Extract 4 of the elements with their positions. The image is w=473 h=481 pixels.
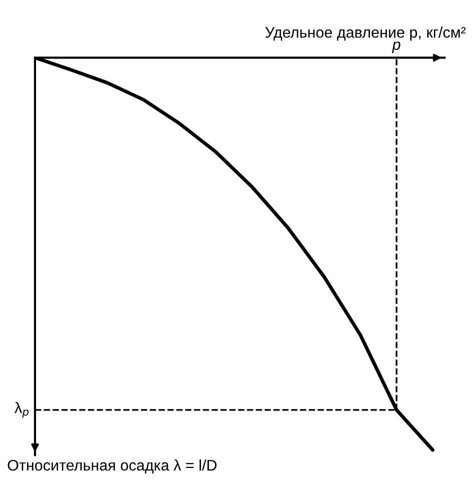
ref-line-label: λ$_{p}$ [14, 402, 29, 418]
text: p [392, 42, 400, 54]
y-axis-title: Относительная осадка λ = l/D [8, 459, 217, 474]
x-axis-title: Удельное давление p, кг/см² [265, 26, 466, 41]
